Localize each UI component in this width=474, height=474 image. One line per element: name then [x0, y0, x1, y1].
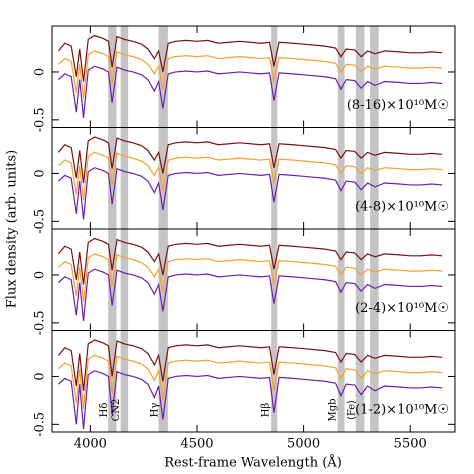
panel-lines — [57, 34, 443, 118]
index-band — [370, 127, 379, 229]
index-band — [271, 127, 278, 229]
index-band — [337, 229, 345, 331]
spectrum-line — [57, 370, 443, 430]
index-band — [271, 26, 278, 128]
index-band — [337, 26, 345, 128]
index-band — [271, 330, 278, 432]
spectrum-line — [57, 65, 443, 118]
band-label: Hβ — [261, 403, 272, 418]
index-band — [120, 229, 129, 331]
panel-annotation: (2-4)×10¹⁰M☉ — [355, 301, 449, 316]
x-tick-label: 5500 — [394, 437, 427, 452]
band-label: Hγ — [150, 403, 161, 418]
panel-annotation: (1-2)×10¹⁰M☉ — [355, 403, 449, 418]
index-band — [108, 330, 117, 432]
index-band — [370, 330, 379, 432]
spectrum-line — [57, 253, 443, 302]
index-band — [355, 330, 365, 432]
band-label: Hδ — [99, 403, 110, 418]
index-band — [108, 127, 117, 229]
panel-frame — [51, 330, 456, 433]
index-band — [337, 330, 345, 432]
index-band — [108, 229, 117, 331]
y-tick-label: -0.5 — [33, 412, 48, 437]
panel-annotation: (4-8)×10¹⁰M☉ — [355, 200, 449, 215]
index-band — [120, 127, 129, 229]
index-band — [158, 26, 168, 128]
index-band — [108, 26, 117, 128]
spectrum-line — [57, 151, 443, 201]
spectrum-line — [57, 268, 443, 321]
index-band — [355, 26, 365, 128]
index-band — [370, 229, 379, 331]
x-tick-label: 4500 — [180, 437, 213, 452]
spectrum-line — [57, 339, 443, 391]
y-tick-label: -0.5 — [33, 107, 48, 132]
band-label: CN2 — [111, 399, 122, 422]
index-band — [158, 229, 168, 331]
spectrum-line — [57, 50, 443, 99]
y-tick-label: 0 — [33, 372, 48, 380]
y-tick-label: -0.5 — [33, 209, 48, 234]
y-tick-label: -0.5 — [33, 310, 48, 335]
index-band — [337, 127, 345, 229]
panel-lines — [57, 136, 443, 220]
index-band — [271, 229, 278, 331]
band-label: Mgb — [328, 398, 339, 421]
index-band — [120, 26, 129, 128]
spectrum-line — [57, 34, 443, 82]
y-axis-label: Flux density (arb. units) — [5, 150, 20, 308]
panel-annotation: (8-16)×10¹⁰M☉ — [347, 98, 449, 113]
y-tick-label: 0 — [33, 271, 48, 279]
index-band — [355, 229, 365, 331]
x-tick-label: 4000 — [74, 437, 107, 452]
spectrum-line — [57, 237, 443, 285]
band-label: ⟨Fe⟩ — [347, 400, 358, 420]
spectrum-line — [57, 354, 443, 410]
index-band — [355, 127, 365, 229]
x-axis-label: Rest-frame Wavelength (Å) — [164, 455, 342, 471]
panel-lines — [57, 339, 443, 430]
panel-lines — [57, 237, 443, 321]
index-band — [120, 330, 129, 432]
spectrum-line — [57, 167, 443, 220]
y-tick-label: 0 — [33, 169, 48, 177]
spectrum-line — [57, 136, 443, 184]
index-band — [370, 26, 379, 128]
y-tick-label: 0 — [33, 68, 48, 76]
index-band — [158, 127, 168, 229]
x-tick-label: 5000 — [287, 437, 320, 452]
